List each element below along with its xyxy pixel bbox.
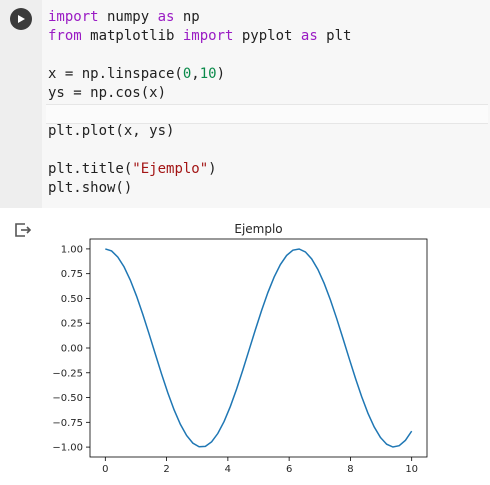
y-tick-label: −0.75 (52, 418, 83, 429)
code-token: as (157, 9, 175, 25)
y-tick-label: 0.50 (61, 294, 83, 305)
code-token: np (174, 9, 200, 25)
code-line: plt.plot(x, ys) (48, 122, 174, 141)
code-token: from (48, 28, 82, 44)
code-token: import (182, 28, 234, 44)
code-token: plt (317, 28, 352, 44)
code-token: plt.show() (48, 180, 133, 196)
cursor-line-highlight (46, 104, 488, 124)
y-tick-label: −0.50 (52, 393, 83, 404)
x-tick-label: 6 (286, 464, 292, 475)
code-token: , (191, 66, 200, 82)
cell-gutter (0, 0, 42, 208)
series-line-cos (105, 248, 413, 448)
plot-output: Ejemplo 0 2 4 6 8 10 1.00 0.75 0.50 0.25 0.00 −0.25… (52, 222, 428, 475)
code-token: ys = np.cos(x) (48, 85, 167, 101)
code-token: ) (216, 66, 226, 82)
code-token: matplotlib (81, 28, 183, 44)
y-tick-label: 0.25 (61, 319, 83, 330)
code-editor[interactable]: import numpy as np from matplotlib import… (42, 0, 490, 208)
code-token: pyplot (233, 28, 301, 44)
plot-frame (89, 238, 428, 458)
code-line: import numpy as np (48, 8, 200, 27)
code-token: "Ejemplo" (132, 161, 209, 177)
x-tick-label: 2 (163, 464, 169, 475)
code-token: numpy (98, 9, 158, 25)
code-token: 0 (182, 66, 192, 82)
run-cell-button[interactable] (10, 8, 32, 30)
code-token: plt.title( (48, 161, 133, 177)
code-line: ys = np.cos(x) (48, 84, 166, 103)
x-tick-label: 10 (405, 464, 418, 475)
y-tick-label: 0.00 (61, 344, 83, 355)
code-token: x = np.linspace( (48, 66, 183, 82)
code-token: plt.plot(x, ys) (48, 123, 175, 139)
code-token: import (48, 9, 99, 25)
code-token: 10 (199, 66, 217, 82)
code-cell[interactable]: import numpy as np from matplotlib import… (0, 0, 490, 208)
code-line: plt.title("Ejemplo") (48, 160, 217, 179)
y-tick-label: 1.00 (61, 244, 83, 255)
output-gutter (0, 208, 42, 485)
code-line: plt.show() (48, 179, 132, 198)
code-line: x = np.linspace(0,10) (48, 65, 225, 84)
x-tick-label: 8 (347, 464, 353, 475)
output-redirect-icon[interactable] (14, 222, 32, 238)
x-tick-label: 4 (225, 464, 231, 475)
chart-title: Ejemplo (234, 222, 282, 236)
code-line: from matplotlib import pyplot as plt (48, 27, 351, 46)
code-token: as (300, 28, 318, 44)
code-token: ) (208, 161, 217, 177)
x-tick-label: 0 (102, 464, 108, 475)
y-tick-label: 0.75 (61, 269, 83, 280)
y-tick-label: −0.25 (52, 368, 83, 379)
y-tick-label: −1.00 (52, 443, 83, 454)
play-icon (18, 15, 25, 23)
